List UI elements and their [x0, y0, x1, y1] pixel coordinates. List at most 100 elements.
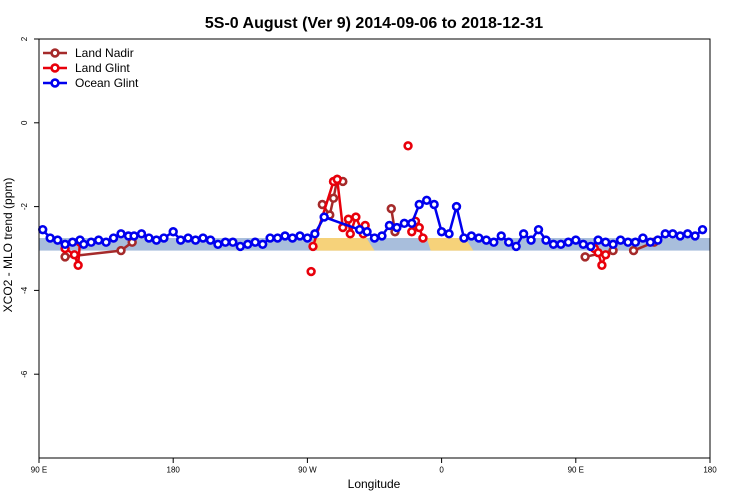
series-2-point-55: [474, 233, 484, 243]
series-2-point-69: [578, 239, 588, 250]
series-2-point-1: [45, 233, 55, 243]
series-2-point-36: [302, 233, 313, 243]
y-tick-label-2: -2: [20, 202, 29, 210]
series-2-point-21: [190, 235, 201, 245]
series-2-point-72: [600, 237, 611, 247]
series-2-point-19: [175, 235, 186, 245]
series-2-point-9: [101, 237, 111, 247]
x-axis: 90 E 180 90 W 0 90 E 180: [31, 458, 717, 475]
series-2-point-80: [660, 229, 670, 239]
series-1-point-19: [418, 233, 428, 243]
x-tick-label-0: 90 E: [31, 466, 47, 475]
legend-label-2: Ocean Glint: [75, 76, 139, 90]
y-tick-label-3: -4: [20, 286, 29, 294]
series-0-point-5: [328, 193, 339, 203]
series-2-point-27: [235, 241, 246, 252]
series-2: [38, 195, 708, 252]
series-2-point-59: [504, 237, 514, 247]
series-layer: [38, 141, 708, 277]
series-0-point-1: [116, 245, 126, 256]
y-axis-label: XCO2 - MLO trend (ppm): [1, 178, 15, 313]
series-2-point-85: [697, 224, 708, 235]
series-2-point-8: [93, 235, 104, 245]
series-2-point-41: [369, 233, 380, 243]
series-2-point-26: [228, 237, 238, 247]
y-axis: 2 0 -2 -4 -6: [20, 36, 39, 378]
series-1-point-5: [308, 241, 318, 252]
series-2-point-66: [556, 239, 566, 250]
series-1: [60, 141, 611, 277]
series-2-point-3: [60, 239, 70, 250]
series-2-point-67: [563, 237, 574, 247]
series-2-point-71: [593, 235, 603, 245]
series-2-point-74: [615, 235, 626, 245]
series-2-point-46: [407, 218, 417, 229]
series-2-point-7: [86, 237, 96, 247]
series-2-point-52: [451, 201, 462, 212]
series-2-point-50: [436, 227, 447, 237]
series-2-point-34: [287, 233, 298, 243]
x-tick-label-5: 180: [703, 466, 717, 475]
series-2-point-42: [377, 231, 387, 241]
series-0-point-12: [628, 245, 639, 256]
series-2-point-68: [571, 235, 581, 245]
legend-label-0: Land Nadir: [75, 46, 134, 60]
y-tick-label-4: -6: [20, 370, 29, 378]
series-1-point-23: [600, 250, 611, 260]
series-2-point-78: [645, 237, 656, 247]
series-2-point-70: [586, 241, 596, 252]
series-2-point-49: [429, 199, 439, 210]
series-2-point-37: [310, 229, 320, 239]
series-1-point-4: [306, 266, 316, 277]
x-tick-label-2: 90 W: [298, 466, 317, 475]
series-2-point-17: [159, 233, 169, 243]
series-1-point-18: [414, 222, 424, 233]
series-2-point-16: [151, 235, 162, 245]
series-2-point-29: [250, 237, 260, 247]
land-band-segment-0: [312, 238, 375, 251]
x-tick-label-4: 90 E: [568, 466, 584, 475]
series-2-point-79: [653, 235, 663, 245]
series-2-point-6: [79, 239, 89, 250]
series-2-point-14: [136, 229, 147, 239]
series-2-point-76: [630, 237, 641, 247]
y-tick-label-1: 0: [20, 120, 29, 125]
series-2-point-18: [168, 227, 178, 237]
series-1-point-2: [73, 260, 83, 270]
x-axis-label: Longitude: [348, 477, 401, 491]
series-2-point-73: [608, 239, 618, 250]
series-2-point-2: [52, 235, 63, 245]
series-2-point-32: [272, 233, 283, 243]
series-2-point-62: [526, 235, 536, 245]
series-2-point-63: [533, 224, 544, 235]
series-0-point-0: [60, 252, 70, 262]
series-2-point-58: [496, 231, 506, 241]
series-0-point-10: [580, 252, 590, 262]
series-0-point-8: [386, 203, 396, 214]
series-2-point-44: [392, 222, 402, 233]
series-2-point-10: [108, 233, 119, 243]
series-2-point-75: [623, 237, 633, 247]
series-2-point-43: [384, 220, 395, 231]
series-2-point-25: [220, 237, 231, 247]
series-2-point-20: [183, 233, 193, 243]
legend-label-1: Land Glint: [75, 61, 130, 75]
series-2-point-48: [421, 195, 432, 206]
series-2-point-51: [444, 229, 454, 239]
series-2-point-65: [548, 239, 559, 250]
series-2-point-60: [511, 241, 521, 252]
series-1-point-15: [403, 141, 413, 151]
series-2-point-77: [638, 233, 648, 243]
legend-marker-0: [50, 48, 60, 58]
series-2-point-30: [257, 239, 268, 250]
x-tick-label-3: 0: [439, 466, 444, 475]
legend-marker-1: [50, 63, 60, 73]
series-2-point-35: [295, 231, 305, 241]
series-2-point-11: [116, 229, 126, 239]
series-2-point-28: [243, 239, 253, 250]
series-2-point-47: [414, 199, 424, 210]
series-2-point-64: [541, 235, 551, 245]
plot-frame: [38, 38, 711, 459]
y-tick-label-0: 2: [20, 36, 29, 41]
